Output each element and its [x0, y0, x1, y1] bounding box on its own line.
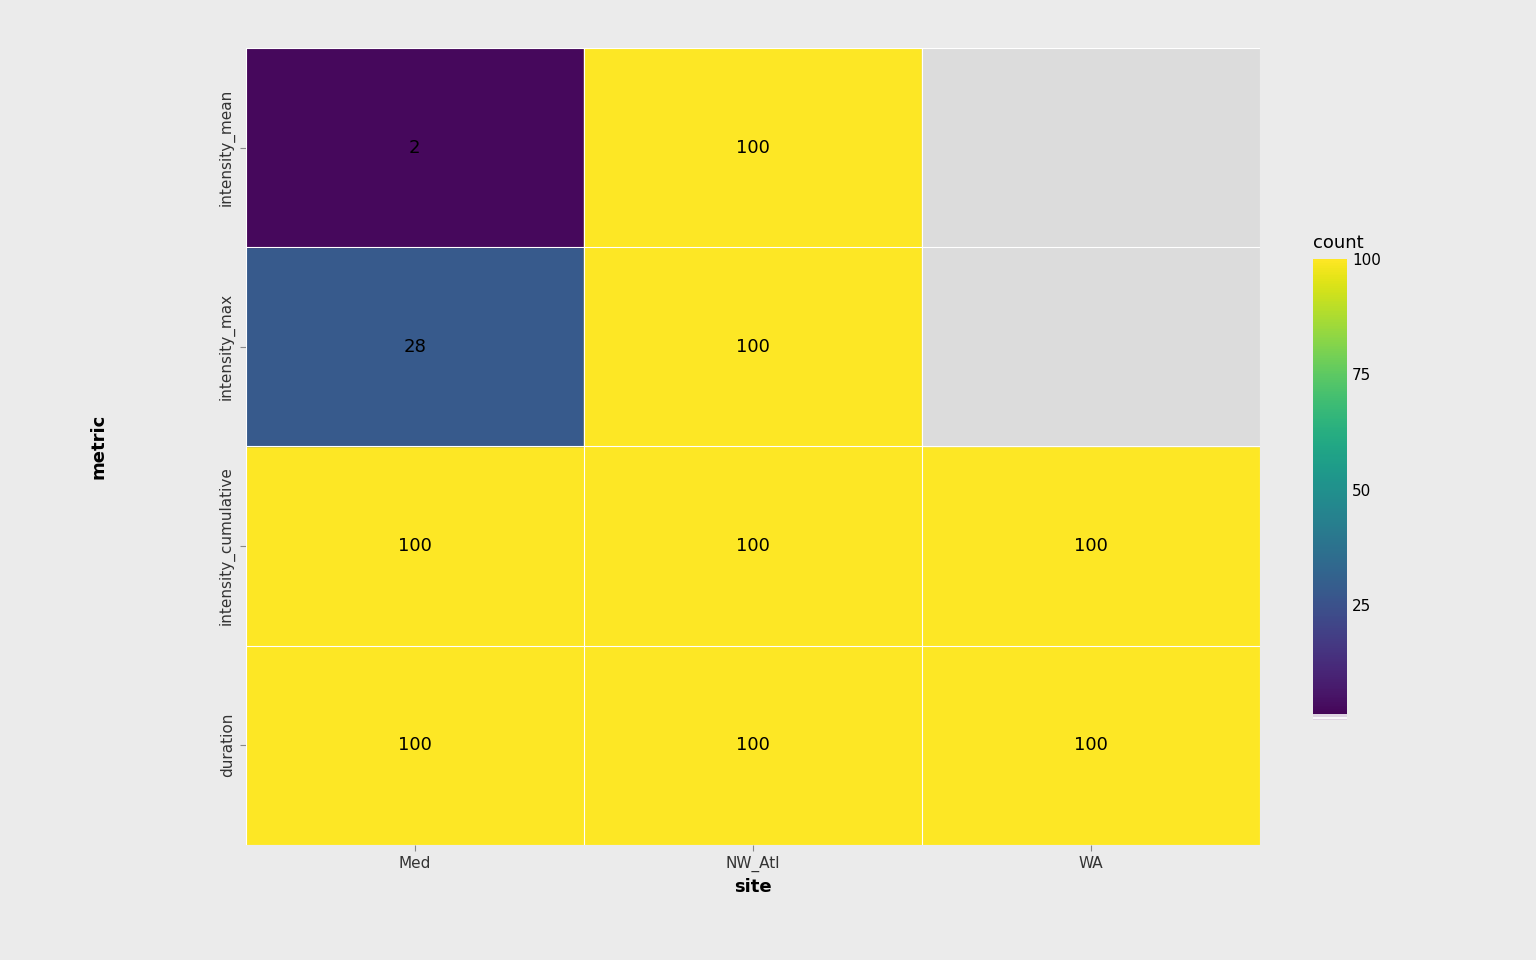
Text: 100: 100	[736, 138, 770, 156]
X-axis label: site: site	[734, 877, 771, 896]
Bar	[922, 646, 1260, 845]
Bar	[246, 248, 584, 446]
Bar	[246, 446, 584, 646]
Text: 100: 100	[398, 736, 432, 755]
Text: count: count	[1313, 234, 1364, 252]
Bar	[246, 48, 584, 248]
Text: 100: 100	[1074, 537, 1107, 555]
Y-axis label: metric: metric	[89, 414, 108, 479]
Text: 28: 28	[404, 338, 425, 356]
Bar	[584, 248, 922, 446]
Bar	[584, 446, 922, 646]
Bar	[922, 48, 1260, 248]
Text: 100: 100	[736, 338, 770, 356]
Bar	[584, 646, 922, 845]
Text: 100: 100	[736, 736, 770, 755]
Text: 2: 2	[409, 138, 421, 156]
Bar	[922, 248, 1260, 446]
Text: 100: 100	[736, 537, 770, 555]
Text: 100: 100	[1074, 736, 1107, 755]
Bar	[246, 646, 584, 845]
Text: 100: 100	[398, 537, 432, 555]
Bar	[922, 446, 1260, 646]
Bar	[584, 48, 922, 248]
